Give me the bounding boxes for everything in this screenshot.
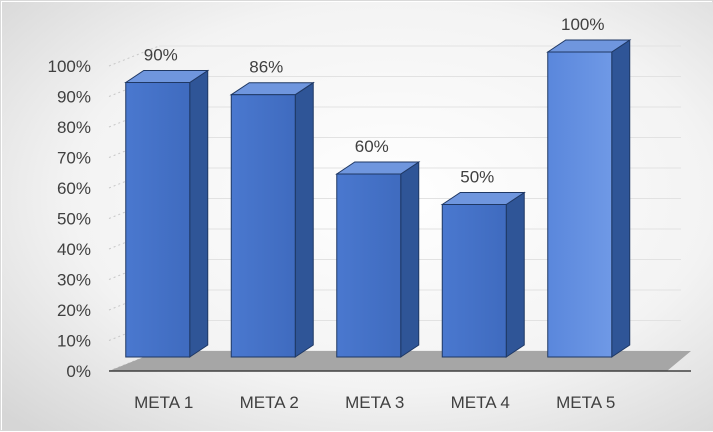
y-tick-label: 0%	[66, 362, 91, 381]
category-label: META 3	[345, 393, 404, 412]
bars	[124, 39, 632, 358]
x-axis-categories: META 1 META 2 META 3 META 4 META 5	[134, 393, 615, 412]
bar-front	[441, 204, 507, 358]
y-tick-label: 50%	[57, 210, 91, 229]
y-tick-label: 70%	[57, 149, 91, 168]
bar-5	[546, 39, 632, 358]
bar-front	[230, 94, 296, 358]
y-tick-label: 60%	[57, 179, 91, 198]
bar-2	[229, 81, 315, 358]
data-labels: 90% 86% 60% 50% 100%	[144, 15, 605, 187]
bar-front	[547, 51, 613, 358]
bar-side	[505, 191, 525, 358]
category-label: META 2	[240, 393, 299, 412]
bar-4	[440, 191, 526, 358]
gridline-side	[108, 45, 160, 67]
data-label: 60%	[355, 137, 389, 156]
bar-side	[611, 39, 631, 358]
bar-side	[294, 81, 314, 358]
category-label: META 4	[451, 393, 510, 412]
bar-front	[125, 82, 191, 358]
category-label: META 1	[134, 393, 193, 412]
data-label: 50%	[460, 168, 494, 187]
y-tick-label: 80%	[57, 118, 91, 137]
y-tick-label: 30%	[57, 271, 91, 290]
bar-3	[335, 161, 421, 358]
bar-front	[336, 173, 402, 358]
bar-side	[400, 161, 420, 358]
y-tick-label: 10%	[57, 332, 91, 351]
data-label: 86%	[249, 58, 283, 77]
y-tick-label: 100%	[48, 57, 91, 76]
data-label: 100%	[561, 15, 604, 34]
category-label: META 5	[556, 393, 615, 412]
y-tick-label: 40%	[57, 240, 91, 259]
y-axis-ticks: 0% 10% 20% 30% 40% 50% 60% 70% 80% 90% 100%	[48, 57, 91, 381]
y-tick-label: 90%	[57, 88, 91, 107]
data-label: 90%	[144, 46, 178, 65]
y-tick-label: 20%	[57, 301, 91, 320]
bar-1	[124, 69, 210, 358]
bar-side	[189, 69, 209, 358]
